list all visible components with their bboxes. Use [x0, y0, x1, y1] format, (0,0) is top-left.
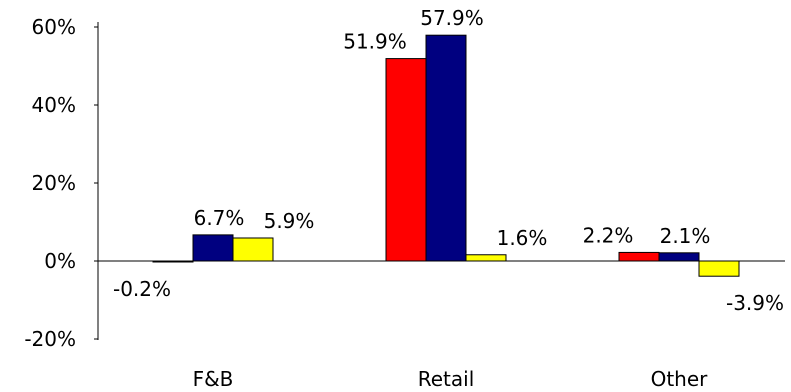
y-tick-label: 20% — [32, 171, 76, 195]
bar — [618, 251, 660, 262]
y-tick-label: -20% — [24, 327, 76, 351]
bars — [98, 34, 785, 277]
data-label: 2.1% — [660, 224, 711, 248]
y-tick-label: 40% — [32, 93, 76, 117]
x-category-label: Other — [651, 367, 709, 391]
bar — [658, 252, 700, 262]
bar — [192, 234, 234, 262]
data-label: 57.9% — [420, 6, 484, 30]
data-labels: -0.2% 6.7% 5.9% 51.9% 57.9% 1.6% 2.2% 2.1% -3.9% — [113, 6, 784, 315]
x-category-label: F&B — [193, 367, 234, 391]
bar — [385, 58, 427, 262]
data-label: 6.7% — [194, 206, 245, 230]
y-tick-label: 0% — [44, 249, 76, 273]
data-label: 5.9% — [264, 209, 315, 233]
y-axis: -20% 0% 20% 40% 60% — [24, 15, 99, 351]
bar — [232, 237, 274, 262]
bar — [425, 34, 467, 262]
data-label: 2.2% — [583, 223, 634, 247]
x-axis-categories: F&B Retail Other — [193, 367, 709, 391]
data-label: 51.9% — [343, 30, 407, 54]
data-label: -3.9% — [726, 291, 784, 315]
bar — [698, 260, 740, 277]
bar — [465, 254, 507, 262]
data-label: -0.2% — [113, 277, 171, 301]
data-label: 1.6% — [497, 226, 548, 250]
x-category-label: Retail — [418, 367, 475, 391]
y-tick-label: 60% — [32, 15, 76, 39]
